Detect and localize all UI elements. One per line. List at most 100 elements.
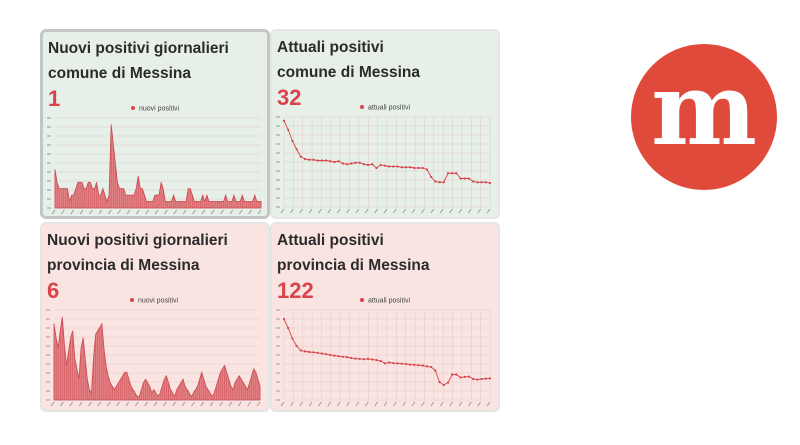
x-tick <box>392 208 397 214</box>
x-ticks <box>51 209 262 215</box>
data-point <box>312 351 315 354</box>
x-tick <box>98 209 103 215</box>
data-point <box>404 362 408 366</box>
data-point <box>333 354 336 357</box>
data-point <box>404 166 408 169</box>
y-ticks <box>276 309 280 401</box>
data-point <box>451 172 454 175</box>
data-point <box>324 159 328 162</box>
x-tick <box>430 401 435 407</box>
chart-grid <box>55 117 261 209</box>
x-tick <box>411 401 416 407</box>
x-tick <box>60 209 65 215</box>
data-point <box>467 177 471 180</box>
x-tick <box>144 401 149 407</box>
area-series <box>54 124 262 209</box>
x-tick <box>50 401 55 407</box>
data-point <box>358 161 361 164</box>
x-tick <box>449 208 453 214</box>
data-point <box>329 160 332 163</box>
x-tick <box>70 209 75 215</box>
x-tick <box>145 209 150 215</box>
x-tick <box>336 401 341 407</box>
card-title-line2: provincia di Messina <box>47 257 200 274</box>
x-tick <box>210 209 215 215</box>
data-point <box>324 353 328 356</box>
x-tick <box>88 401 92 407</box>
x-tick <box>117 209 121 215</box>
card-title: Attuali positivi comune di Messina <box>277 35 493 85</box>
data-point <box>345 356 349 359</box>
x-tick <box>107 209 112 215</box>
x-tick <box>486 401 491 407</box>
line-points <box>282 119 492 185</box>
data-point <box>438 181 441 184</box>
x-tick <box>280 401 285 407</box>
x-tick <box>89 209 93 215</box>
card-title-line2: provincia di Messina <box>277 257 430 274</box>
y-ticks <box>47 117 51 209</box>
x-tick <box>220 209 224 215</box>
data-point <box>345 163 349 166</box>
x-tick <box>135 209 140 215</box>
x-tick <box>153 401 158 407</box>
x-tick <box>402 401 407 407</box>
x-tick <box>280 208 285 214</box>
x-tick <box>162 401 167 407</box>
x-tick <box>477 401 482 407</box>
x-tick <box>439 401 444 407</box>
card-title-line1: Attuali positivi <box>277 39 384 56</box>
chart-attuali-provincia: attuali positivi <box>276 298 492 407</box>
data-point <box>303 157 307 161</box>
area-series <box>53 316 261 401</box>
card-nuovi-provincia: Nuovi positivi giornalieri provincia di … <box>40 222 270 412</box>
x-tick <box>336 208 341 214</box>
data-point <box>417 166 420 170</box>
card-attuali-provincia: Attuali positivi provincia di Messina 12… <box>270 222 500 412</box>
data-point <box>484 181 487 184</box>
data-point <box>425 365 429 368</box>
card-title-line2: comune di Messina <box>48 65 191 82</box>
data-point <box>362 358 365 361</box>
chart-grid <box>283 309 491 401</box>
data-point <box>299 155 302 158</box>
x-tick <box>411 208 416 214</box>
data-point <box>362 163 365 166</box>
chart-attuali-comune: attuali positivi <box>276 105 492 214</box>
card-value: 1 <box>48 86 61 111</box>
data-point <box>480 377 483 381</box>
x-tick <box>327 401 332 407</box>
legend-label: nuovi positivi <box>139 106 180 113</box>
x-tick <box>289 401 294 407</box>
x-tick <box>78 401 83 407</box>
card-nuovi-comune: Nuovi positivi giornalieri comune di Mes… <box>40 29 270 219</box>
data-point <box>350 356 353 360</box>
data-point <box>316 159 319 162</box>
data-point <box>446 381 450 384</box>
x-tick <box>299 208 304 214</box>
data-point <box>366 357 370 360</box>
data-point <box>299 349 302 352</box>
x-tick <box>299 401 304 407</box>
x-ticks <box>50 401 261 407</box>
x-tick <box>374 401 379 407</box>
data-point <box>455 172 458 175</box>
card-attuali-comune: Attuali positivi comune di Messina 32 at… <box>270 29 500 219</box>
x-tick <box>364 208 369 214</box>
x-tick <box>192 209 196 215</box>
card-title-line2: comune di Messina <box>277 64 420 81</box>
card-title: Nuovi positivi giornalieri provincia di … <box>47 228 263 278</box>
x-tick <box>125 401 130 407</box>
x-tick <box>308 208 313 214</box>
chart-grid <box>283 116 491 208</box>
x-tick <box>374 208 379 214</box>
card-title-line1: Attuali positivi <box>277 232 384 249</box>
x-tick <box>421 208 425 214</box>
data-point <box>337 160 340 163</box>
x-tick <box>383 401 388 407</box>
x-tick <box>458 401 463 407</box>
data-point <box>400 166 403 169</box>
data-point <box>371 358 374 361</box>
x-tick <box>308 401 313 407</box>
data-point <box>396 165 399 168</box>
